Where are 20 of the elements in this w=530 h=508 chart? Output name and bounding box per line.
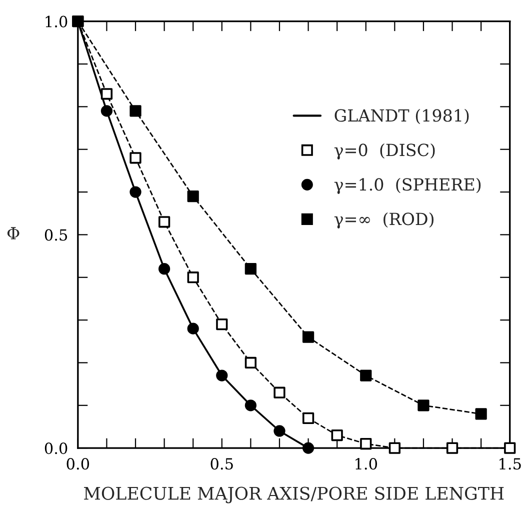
point: [244, 263, 257, 275]
legend-label: γ=1.0 (SPHERE): [334, 178, 481, 194]
point: [475, 408, 487, 420]
point: [187, 190, 199, 202]
x-axis-title: MOLECULE MAJOR AXIS/PORE SIDE LENGTH: [84, 486, 504, 504]
x-tick-label: 0.5: [210, 458, 233, 470]
legend-label: γ=0 (DISC): [334, 143, 435, 160]
x-tick-label: 0.0: [66, 458, 90, 470]
point: [360, 370, 372, 382]
x-tick-label: 1.5: [500, 458, 521, 470]
y-tick-label: 0.0: [44, 442, 68, 454]
x-tick-label: 1.0: [356, 458, 378, 470]
point: [418, 400, 430, 412]
legend-label: GLANDT (1981): [334, 108, 469, 124]
y-tick-label: 1.0: [46, 16, 68, 28]
point: [302, 331, 314, 343]
y-axis-title: Φ: [7, 227, 20, 240]
point: [130, 105, 142, 117]
y-tick-label: 0.5: [44, 229, 68, 241]
legend-label: γ=∞ (ROD): [334, 212, 434, 228]
